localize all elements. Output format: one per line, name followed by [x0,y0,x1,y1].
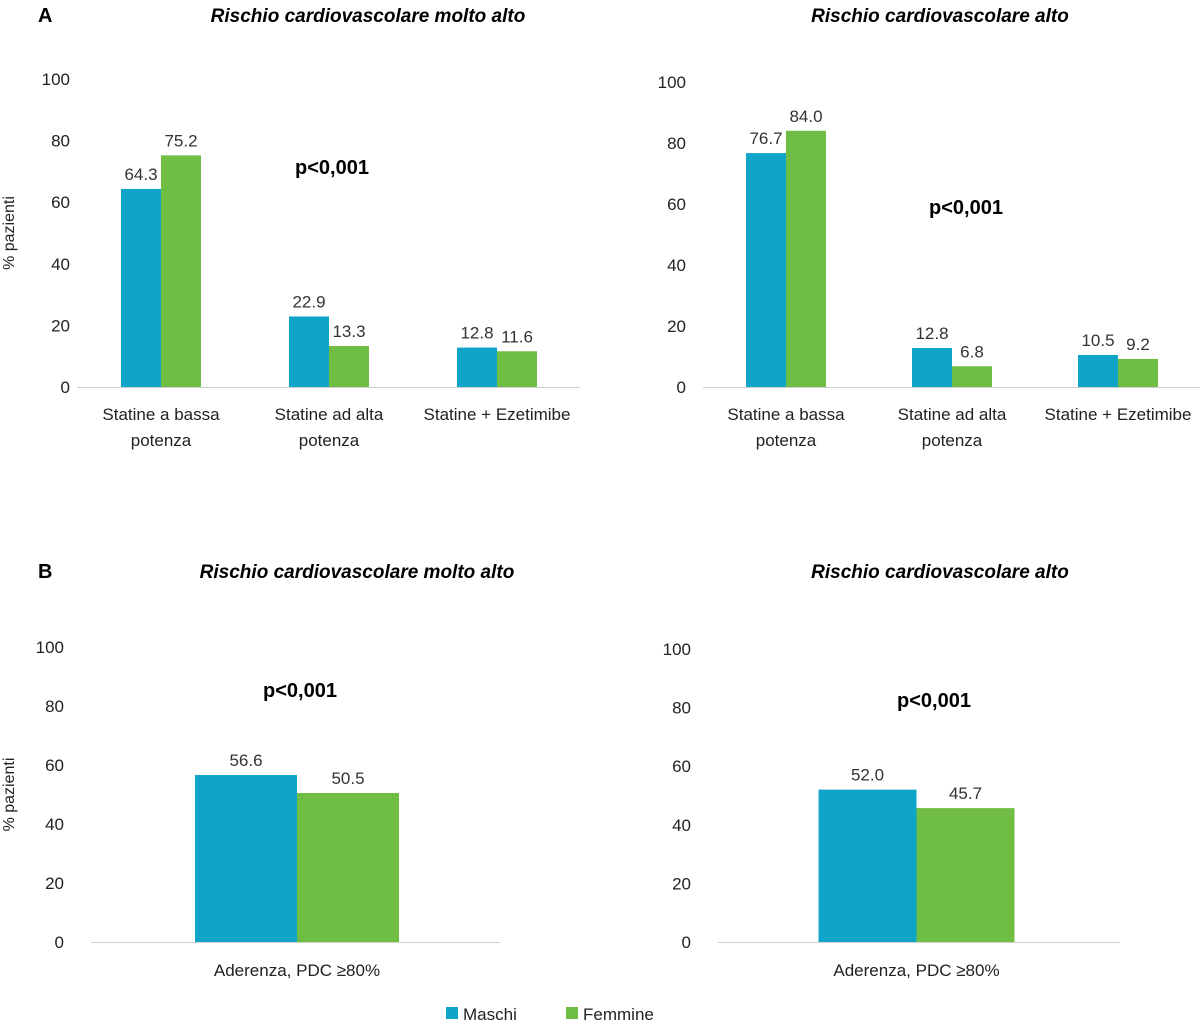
chart-a-molto-alto: Rischio cardiovascolare molto alto % pazi… [1,6,580,450]
legend-label-maschi: Maschi [463,1005,517,1024]
chart-b-molto-alto: Rischio cardiovascolare molto alto % pazi… [1,562,514,980]
data-label: 50.5 [331,769,364,788]
category-label: potenza [299,431,360,450]
chart-b-alto: Rischio cardiovascolare alto 0 20 40 60 80 100… [663,562,1120,980]
category-label: Statine ad alta [898,405,1007,424]
bar-femmine [916,808,1015,942]
y-tick-label: 100 [658,73,686,92]
y-tick-label: 40 [672,816,691,835]
y-tick-label: 20 [51,316,70,335]
legend-swatch-maschi [446,1007,458,1019]
y-tick-label: 20 [45,874,64,893]
data-label: 9.2 [1126,335,1150,354]
bar-maschi [457,347,497,387]
category-label: Statine ad alta [275,405,384,424]
y-tick-label: 20 [672,874,691,893]
category-label: Aderenza, PDC ≥80% [214,961,380,980]
y-axis-label: % pazienti [1,758,18,832]
legend-swatch-femmine [566,1007,578,1019]
y-tick-label: 60 [51,193,70,212]
bar-maschi [912,347,952,387]
data-label: 45.7 [949,784,982,803]
category-label: Statine a bassa [102,405,220,424]
p-value-annotation: p<0,001 [263,680,337,702]
y-tick-label: 40 [45,815,64,834]
y-tick-label: 0 [55,933,64,952]
y-tick-label: 20 [667,317,686,336]
bar-maschi [195,775,297,942]
y-tick-label: 40 [667,256,686,275]
data-label: 13.3 [332,322,365,341]
chart-title: Rischio cardiovascolare alto [811,562,1069,583]
category-label: Statine a bassa [727,405,845,424]
panel-label-a: A [38,5,52,27]
y-tick-label: 80 [672,699,691,718]
y-tick-label: 60 [45,756,64,775]
bar-maschi [121,188,161,387]
data-label: 56.6 [229,751,262,770]
y-tick-label: 100 [42,70,70,89]
category-label: Statine + Ezetimibe [1045,405,1192,424]
chart-title: Rischio cardiovascolare molto alto [211,6,526,27]
y-axis-label: % pazienti [1,196,18,270]
legend-label-femmine: Femmine [583,1005,654,1024]
bar-femmine [952,366,992,387]
panel-label-b: B [38,561,52,583]
y-tick-label: 80 [51,132,70,151]
y-tick-label: 60 [672,757,691,776]
data-label: 75.2 [164,131,197,150]
chart-a-alto: Rischio cardiovascolare alto 0 20 40 60 80 100… [658,6,1200,450]
chart-title: Rischio cardiovascolare molto alto [200,562,515,583]
bar-maschi [289,316,329,387]
p-value-annotation: p<0,001 [295,157,369,179]
y-tick-label: 40 [51,255,70,274]
category-label: potenza [922,431,983,450]
y-tick-label: 100 [663,640,691,659]
y-tick-label: 0 [677,378,686,397]
data-label: 52.0 [851,766,884,785]
category-label: potenza [131,431,192,450]
y-tick-label: 80 [45,697,64,716]
bar-femmine [786,130,826,388]
data-label: 64.3 [124,165,157,184]
y-tick-label: 80 [667,134,686,153]
data-label: 6.8 [960,342,984,361]
bar-femmine [1118,358,1158,387]
data-label: 76.7 [749,129,782,148]
chart-title: Rischio cardiovascolare alto [811,6,1069,27]
bar-femmine [329,346,369,387]
bar-maschi [818,789,917,942]
data-label: 84.0 [789,107,822,126]
data-label: 11.6 [501,327,533,346]
bar-maschi [746,153,786,387]
category-label: Aderenza, PDC ≥80% [833,961,999,980]
bar-femmine [161,155,201,387]
data-label: 10.5 [1081,331,1114,350]
y-tick-label: 100 [36,638,64,657]
category-label: Statine + Ezetimibe [424,405,571,424]
p-value-annotation: p<0,001 [897,690,971,712]
p-value-annotation: p<0,001 [929,197,1003,219]
y-tick-label: 60 [667,195,686,214]
bar-femmine [497,351,537,387]
y-tick-label: 0 [682,933,691,952]
bar-femmine [297,793,399,942]
data-label: 12.8 [460,324,493,343]
data-label: 12.8 [915,324,948,343]
category-label: potenza [756,431,817,450]
y-tick-label: 0 [61,378,70,397]
data-label: 22.9 [292,292,325,311]
legend: Maschi Femmine [446,1005,654,1024]
bar-maschi [1078,354,1118,387]
